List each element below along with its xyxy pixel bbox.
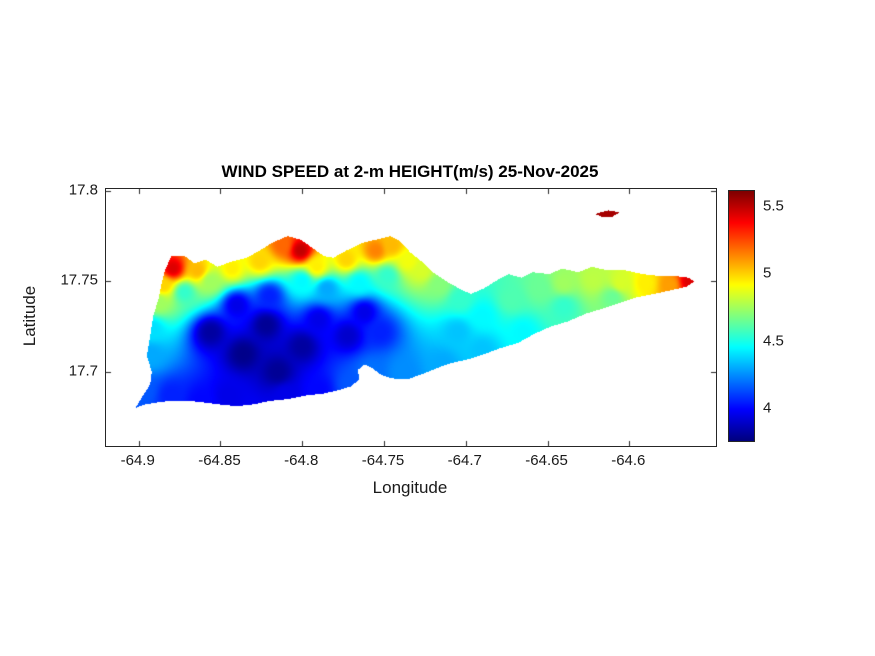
y-axis-tick-label: 17.75 <box>60 271 98 289</box>
colorbar-tick-label: 5.5 <box>763 197 784 215</box>
x-axis-tick-label: -64.9 <box>120 452 155 469</box>
x-axis-tick-label: -64.6 <box>611 452 646 469</box>
x-axis-tick-label: -64.8 <box>284 452 319 469</box>
y-axis-tick-label: 17.7 <box>68 362 98 380</box>
colorbar-tick-label: 4 <box>763 399 772 417</box>
colorbar <box>728 190 755 442</box>
x-axis-tick-label: -64.85 <box>198 452 241 469</box>
y-axis-label: Latitude <box>20 285 39 347</box>
x-axis-tick-label: -64.75 <box>361 452 405 469</box>
x-axis-label: Longitude <box>372 478 448 497</box>
y-axis-tick-label: 17.8 <box>68 181 98 199</box>
x-axis-tick-label: -64.7 <box>447 452 482 469</box>
chart-title: WIND SPEED at 2-m HEIGHT(m/s) 25-Nov-202… <box>221 162 599 181</box>
plot-area <box>105 188 717 447</box>
wind-speed-map <box>106 189 716 446</box>
colorbar-tick-label: 4.5 <box>763 332 784 350</box>
colorbar-gradient <box>729 191 754 441</box>
colorbar-tick-label: 5 <box>763 264 772 282</box>
x-axis-tick-label: -64.65 <box>525 452 568 469</box>
